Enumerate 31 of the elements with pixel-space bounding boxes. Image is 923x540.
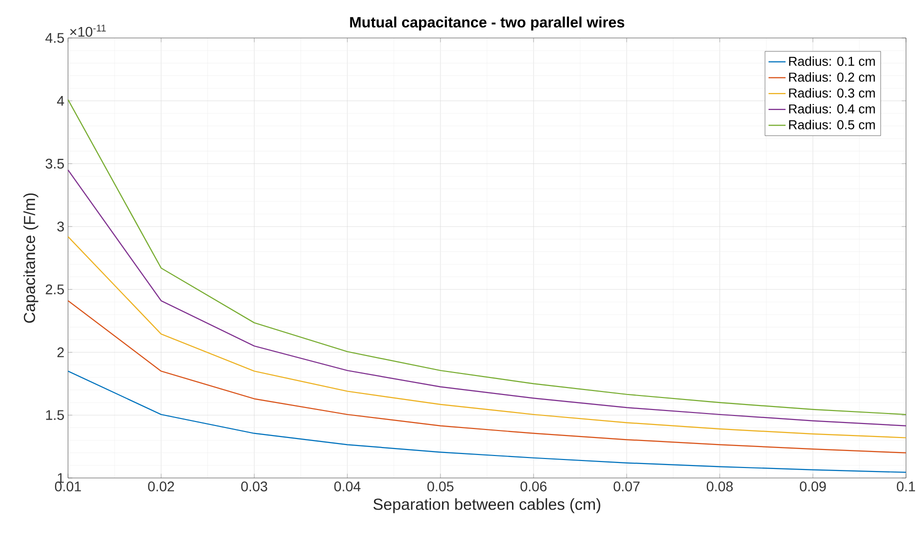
line-series	[67, 99, 907, 416]
y-tick-label: 2.5	[46, 284, 64, 294]
text: ×10$^{-11}$	[70, 24, 106, 37]
y-tick-label: 3.5	[46, 158, 64, 169]
x-tick-label: 0.03	[241, 481, 268, 492]
legend-label: Radius: 0.1 cm	[789, 56, 875, 66]
y-tick-label: 4.5	[45, 33, 64, 43]
x-axis-title: Separation between cables (cm)	[373, 498, 600, 514]
x-tick-label: 0.01	[54, 481, 81, 492]
y-tick-label: 3	[57, 222, 64, 232]
legend-label: Radius: 0.2 cm	[789, 72, 875, 82]
legend-label: Radius: 0.5 cm	[789, 120, 875, 130]
y-tick-label: 2	[57, 347, 64, 358]
y-tick-label: 1.5	[46, 410, 64, 420]
line-series	[67, 370, 907, 473]
y-axis-title: Capacitance (F/m)	[23, 193, 38, 323]
chart-title: Mutual capacitance - two parallel wires	[350, 16, 624, 30]
x-tick-label: 0.06	[520, 481, 547, 492]
line-series	[67, 236, 907, 438]
x-tick-label: 0.07	[614, 481, 640, 492]
x-tick-label: 0.1	[896, 481, 916, 492]
line-series	[67, 300, 907, 454]
y-tick-label: 4	[57, 96, 64, 106]
legend-label: Radius: 0.4 cm	[789, 104, 875, 114]
x-tick-label: 0.02	[148, 481, 174, 492]
x-tick-label: 0.05	[427, 481, 454, 492]
x-tick-label: 0.04	[334, 481, 360, 492]
x-tick-label: 0.08	[706, 481, 733, 492]
legend-label: Radius: 0.3 cm	[789, 88, 875, 98]
x-tick-label: 0.09	[800, 481, 826, 492]
line-series	[67, 169, 907, 426]
